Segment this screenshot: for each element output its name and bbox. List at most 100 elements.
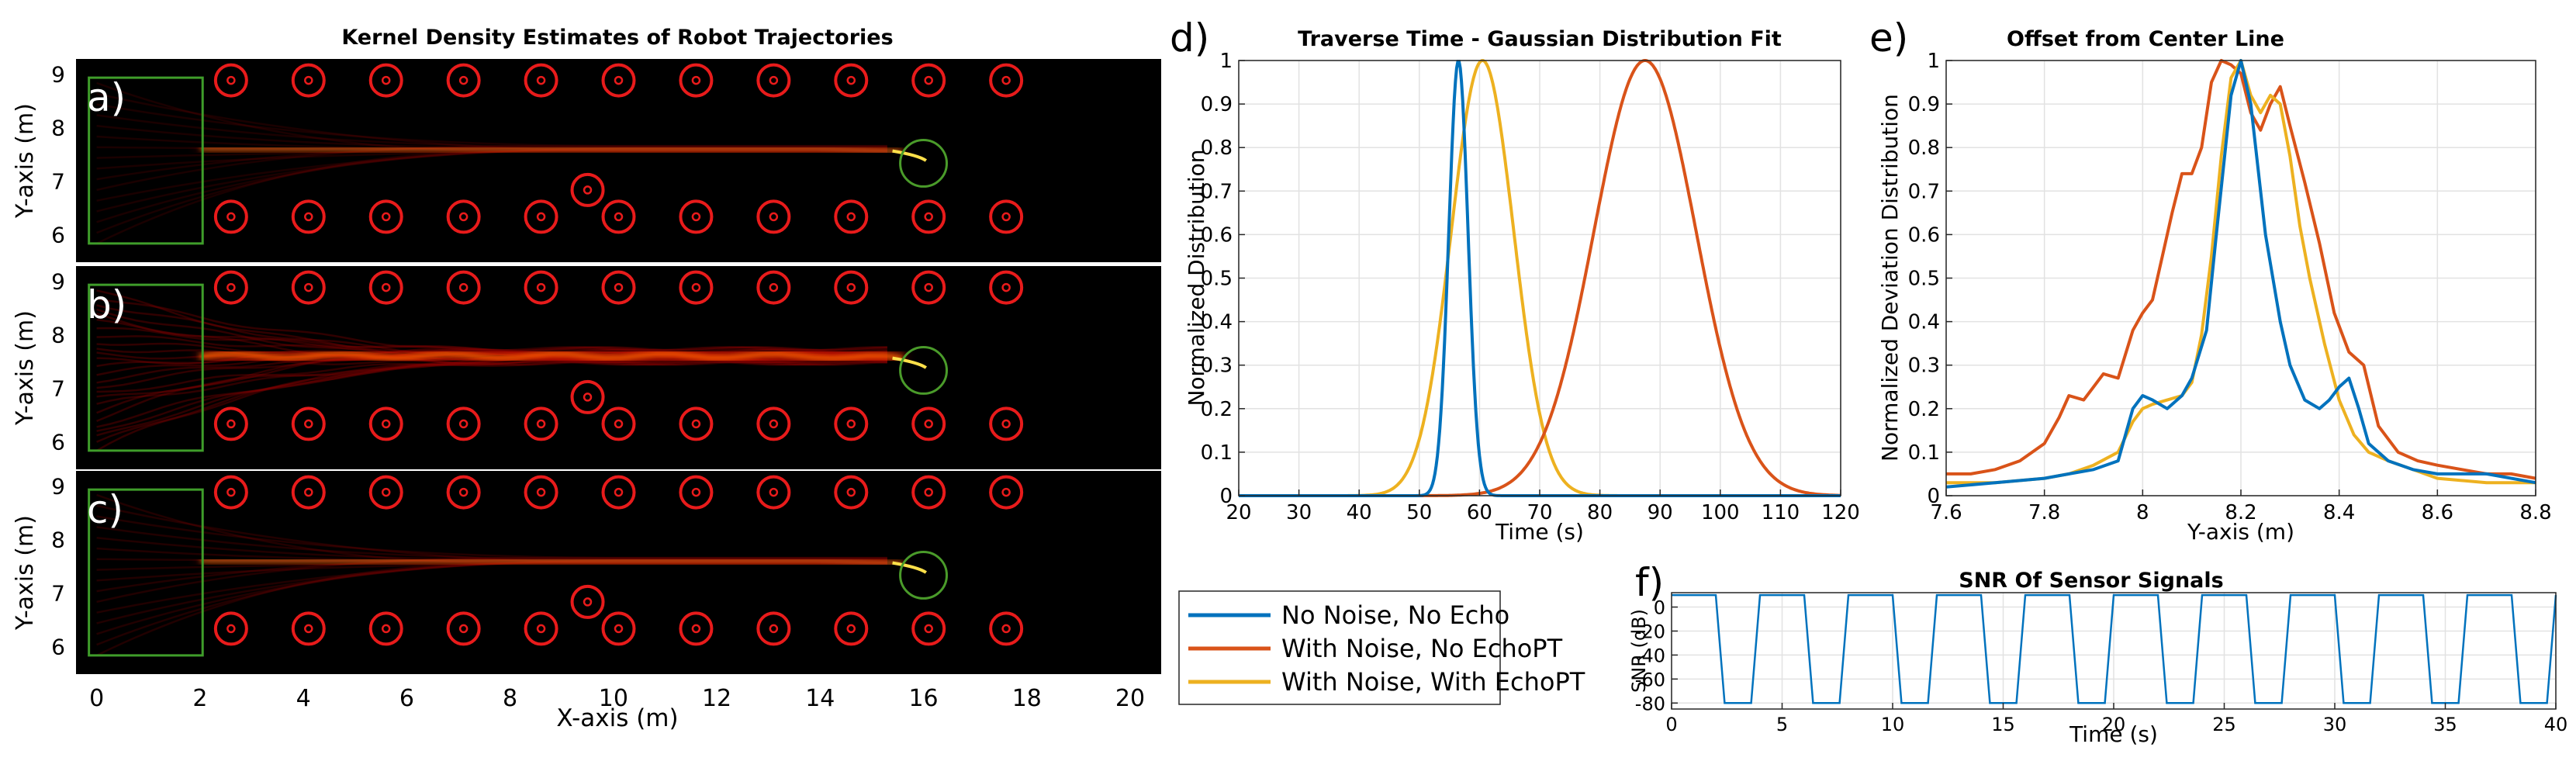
obstacle-center — [769, 487, 779, 497]
obstacle-center — [691, 624, 701, 634]
y-tick-label: 0.6 — [1908, 223, 1940, 247]
kde-y-tick-label: 6 — [51, 430, 65, 455]
obstacle-circle — [679, 270, 714, 305]
obstacle-center — [924, 487, 933, 497]
obstacle-circle — [989, 270, 1024, 305]
obstacle-circle — [446, 63, 481, 98]
traverse-panel: d) Traverse Time - Gaussian Distribution… — [1170, 16, 1860, 545]
obstacle-circle — [756, 199, 791, 234]
obstacle-circle — [446, 199, 481, 234]
snr-series — [1672, 593, 2557, 704]
obstacles — [213, 270, 1024, 441]
x-tick-label: 35 — [2433, 714, 2457, 735]
obstacle-circle — [524, 199, 558, 234]
obstacle-center — [614, 75, 624, 85]
y-tick-label: -80 — [1635, 693, 1665, 714]
x-tick-label: 50 — [1406, 501, 1432, 524]
kde-y-tick-label: 9 — [51, 269, 65, 295]
y-tick-label: 0.1 — [1201, 441, 1233, 465]
obstacle-center — [846, 419, 856, 429]
obstacle-center — [458, 282, 469, 292]
x-tick-label: 8 — [2136, 501, 2149, 524]
kde-subplot-label: b) — [87, 282, 126, 327]
kde-title: Kernel Density Estimates of Robot Trajec… — [341, 26, 893, 50]
legend-item: With Noise, With EchoPT — [1188, 667, 1585, 697]
obstacle-center — [381, 282, 391, 292]
y-tick-label: 0.3 — [1201, 355, 1233, 378]
kde-y-label: Y-axis (m) — [12, 515, 39, 631]
kde-x-tick-label: 8 — [503, 685, 517, 712]
traverse-ticks: 20 30 40 50 60 70 80 90 100 110 120 0 0.1 0.2 0.3 0.4 0.… — [1201, 50, 1860, 524]
obstacle-center — [226, 487, 236, 497]
obstacle-center — [769, 282, 779, 292]
obstacle-center — [1001, 75, 1011, 85]
obstacle-center — [924, 282, 933, 292]
obstacle-center — [536, 212, 546, 222]
obstacle-circle — [989, 406, 1024, 441]
traverse-x-label: Time (s) — [1495, 519, 1584, 545]
trajectory-core — [199, 351, 904, 361]
kde-x-tick-label: 2 — [192, 685, 207, 712]
trajectory-core — [199, 147, 903, 153]
trajectory-density — [96, 493, 928, 657]
obstacle-circle — [446, 270, 481, 305]
obstacle-center — [691, 212, 701, 222]
obstacle-circle — [291, 611, 326, 646]
obstacle-center — [924, 624, 933, 634]
y-tick-label: 0.4 — [1908, 311, 1940, 334]
x-tick-label: 60 — [1467, 501, 1492, 524]
obstacle-center — [381, 419, 391, 429]
obstacle-center — [769, 419, 779, 429]
x-tick-label: 40 — [2544, 714, 2568, 735]
kde-x-tick-label: 18 — [1012, 685, 1042, 712]
x-tick-label: 10 — [1881, 714, 1905, 735]
x-tick-label: 20 — [2102, 714, 2126, 735]
obstacle-center — [536, 487, 546, 497]
y-tick-label: -20 — [1635, 621, 1665, 642]
x-tick-label: 110 — [1762, 501, 1800, 524]
x-tick-label: 40 — [1347, 501, 1372, 524]
obstacle-circle — [291, 63, 326, 98]
kde-background — [76, 266, 1161, 469]
kde-subplot-2: c) 6 7 8 9 Y-axis (m) — [12, 471, 1161, 674]
obstacle-circle — [756, 475, 791, 510]
y-tick-label: 0.6 — [1201, 223, 1233, 247]
obstacle-circle — [834, 63, 869, 98]
obstacle-circle — [570, 584, 605, 619]
obstacle-center — [226, 282, 236, 292]
obstacle-circle — [989, 63, 1024, 98]
snr-series — [1672, 593, 2557, 704]
obstacle-center — [924, 75, 933, 85]
offset-panel: e) Offset from Center Line 7.6 7.8 8 8.2 8.4… — [1869, 16, 2552, 545]
y-tick-label: 0.5 — [1908, 268, 1940, 291]
start-region — [88, 283, 204, 452]
kde-subplots: a) 6 7 8 9 Y-axis (m) b) 6 7 8 9 Y-axis (m) c) 6 7 8 9 Y-… — [12, 59, 1161, 674]
kde-x-tick-label: 4 — [296, 685, 311, 712]
y-tick-label: 0 — [1219, 485, 1233, 508]
obstacle-center — [304, 282, 313, 292]
obstacle-center — [226, 75, 236, 85]
offset-y-label: Normalized Deviation Distribution — [1877, 94, 1903, 462]
goal-circle — [899, 550, 949, 600]
kde-y-tick-label: 9 — [51, 62, 65, 88]
obstacle-circle — [601, 63, 636, 98]
obstacle-circle — [601, 406, 636, 441]
obstacle-circle — [524, 63, 558, 98]
obstacle-circle — [911, 611, 946, 646]
x-tick-label: 70 — [1527, 501, 1552, 524]
obstacle-circle — [213, 611, 248, 646]
obstacle-circle — [679, 406, 714, 441]
obstacle-center — [226, 624, 236, 634]
obstacle-center — [536, 419, 546, 429]
obstacle-center — [769, 212, 779, 222]
obstacle-center — [381, 624, 391, 634]
kde-y-tick-label: 8 — [51, 116, 65, 141]
obstacle-circle — [524, 270, 558, 305]
obstacle-center — [691, 487, 701, 497]
kde-x-tick-label: 10 — [599, 685, 628, 712]
obstacle-circle — [756, 63, 791, 98]
obstacle-center — [304, 212, 313, 222]
obstacle-center — [583, 185, 593, 195]
obstacle-circle — [213, 63, 248, 98]
x-tick-label: 8.6 — [2422, 501, 2453, 524]
